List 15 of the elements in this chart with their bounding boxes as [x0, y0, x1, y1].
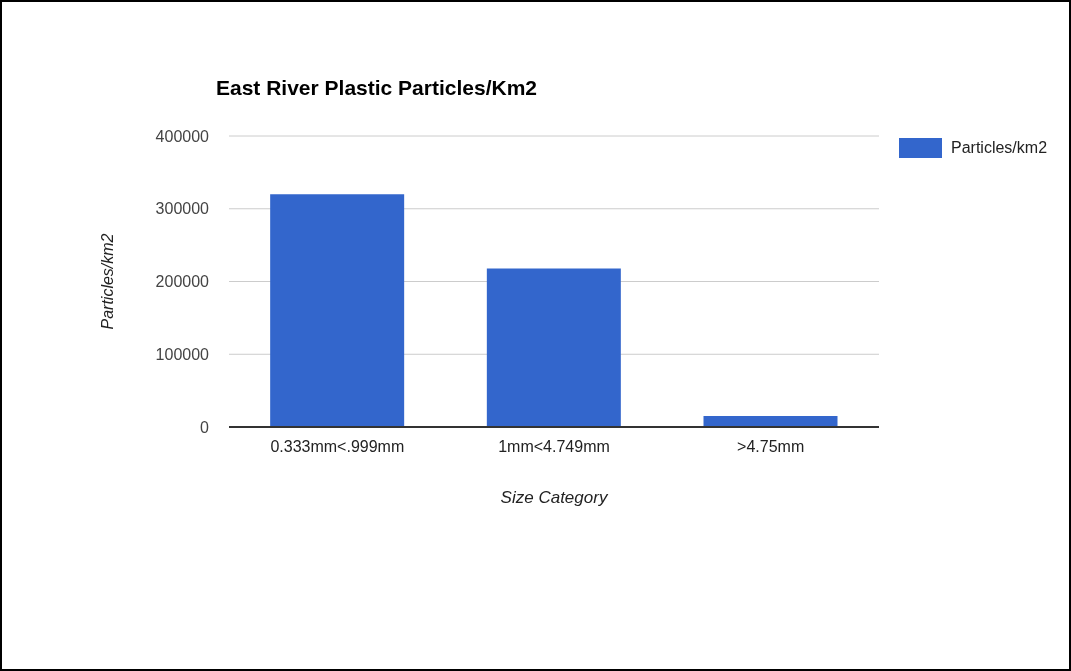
y-axis-title: Particles/km2 [98, 233, 116, 330]
y-tick-label: 400000 [155, 127, 210, 145]
y-tick-label: 0 [200, 418, 210, 436]
x-tick-label: 1mm<4.749mm [498, 438, 610, 456]
x-tick-label: 0.333mm<.999mm [270, 438, 405, 456]
x-tick-label: >4.75mm [737, 438, 805, 456]
legend-label: Particles/km2 [951, 138, 1048, 158]
bar [703, 416, 838, 427]
bar [486, 268, 621, 427]
chart-title: East River Plastic Particles/Km2 [216, 76, 538, 100]
x-axis-title: Size Category [500, 488, 609, 508]
y-tick-label: 200000 [155, 273, 210, 291]
bar [270, 194, 405, 427]
y-tick-label: 100000 [155, 345, 210, 363]
y-tick-label: 300000 [155, 200, 210, 218]
